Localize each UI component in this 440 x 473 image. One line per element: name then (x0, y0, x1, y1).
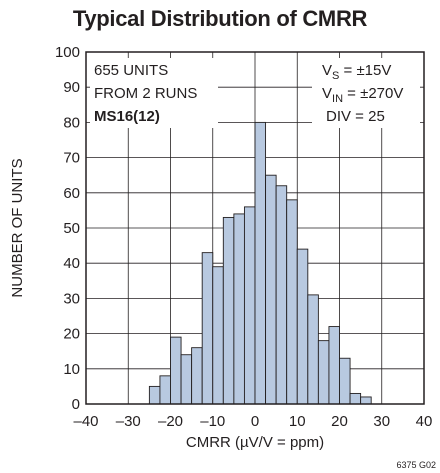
x-tick-label: 20 (331, 413, 348, 430)
annotation-left: FROM 2 RUNS (94, 85, 197, 102)
y-tick-label: 0 (72, 396, 80, 413)
chart-title: Typical Distribution of CMRR (72, 6, 368, 31)
y-axis-label: NUMBER OF UNITS (9, 158, 26, 297)
x-tick-labels: –40 –30 –20 –10 0 10 20 30 40 (73, 413, 432, 430)
histogram-bar (148, 385, 161, 405)
histogram-bar (349, 392, 362, 405)
histogram-bar (328, 326, 340, 405)
histogram-bar (317, 340, 330, 405)
histogram-bar (159, 375, 171, 405)
figure-code: 6375 G02 (396, 460, 436, 470)
histogram-bar (307, 294, 319, 405)
annotation-left: 655 UNITS (94, 62, 168, 79)
y-tick-label: 90 (63, 79, 80, 96)
histogram-bar (275, 185, 288, 405)
y-tick-label: 60 (63, 185, 80, 202)
histogram-bar (201, 252, 214, 405)
histogram-bar (254, 121, 267, 405)
x-tick-label: –40 (73, 413, 98, 430)
y-tick-label: 50 (63, 220, 80, 237)
histogram-bar (191, 347, 203, 405)
histogram-bar (170, 336, 182, 405)
histogram-bar (222, 216, 235, 405)
y-tick-label: 80 (63, 114, 80, 131)
x-tick-label: 40 (416, 413, 433, 430)
histogram-bar (296, 248, 309, 405)
y-tick-labels: 0 10 20 30 40 50 60 70 80 90 100 (55, 44, 80, 413)
x-tick-label: –30 (116, 413, 141, 430)
histogram-bar (360, 396, 372, 405)
plot-frame (85, 51, 425, 405)
histogram-bar (286, 199, 298, 405)
histogram-bar (243, 206, 256, 405)
histogram-bar (265, 174, 277, 405)
y-tick-label: 10 (63, 361, 80, 378)
x-tick-label: –20 (158, 413, 183, 430)
x-axis-label: CMRR (µV/V = ppm) (186, 434, 324, 451)
y-tick-label: 100 (55, 44, 80, 61)
annotation-bg-right (312, 58, 420, 128)
histogram-bar (233, 213, 245, 405)
y-tick-label: 40 (63, 255, 80, 272)
annotation-bg-left (90, 58, 218, 128)
annotation-vs: VS = ±15V (322, 62, 391, 82)
annotations: 655 UNITS FROM 2 RUNS MS16(12) VS = ±15V VIN… (90, 58, 420, 128)
histogram-bar (339, 357, 351, 405)
x-tick-label: 10 (289, 413, 306, 430)
annotation-vin: VIN = ±270V (322, 85, 403, 105)
y-tick-label: 30 (63, 290, 80, 307)
annotation-left: MS16(12) (94, 108, 160, 125)
histogram-bar (212, 266, 224, 405)
annotation-div: DIV = 25 (326, 108, 385, 125)
y-tick-label: 20 (63, 326, 80, 343)
x-tick-label: 30 (373, 413, 390, 430)
histogram-bar (180, 354, 193, 405)
y-tick-label: 70 (63, 150, 80, 167)
x-tick-label: –10 (200, 413, 225, 430)
x-tick-label: 0 (251, 413, 259, 430)
